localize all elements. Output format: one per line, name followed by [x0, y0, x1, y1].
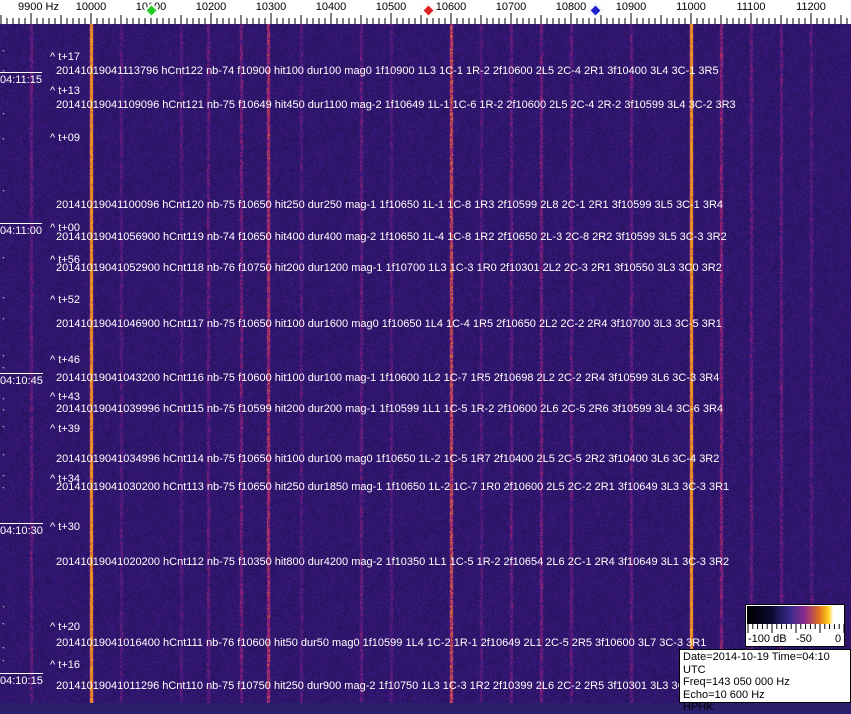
time-offset-label: ^ t+16 — [50, 659, 80, 671]
axis-tick-label: 10300 — [255, 1, 287, 13]
info-date-time: Date=2014-10-19 Time=04:10 UTC — [683, 651, 830, 676]
axis-tick-label: 10700 — [495, 1, 527, 13]
axis-tick-label: 10200 — [195, 1, 227, 13]
row-tick-mark: ` — [2, 137, 5, 147]
meteor-record: 20141019041011296 hCnt110 nb-75 f10750 h… — [56, 680, 690, 692]
row-tick-mark: ` — [2, 189, 5, 199]
row-tick-mark: ` — [2, 659, 5, 669]
meteor-record: 20141019041052900 hCnt118 nb-76 f10750 h… — [56, 262, 722, 274]
info-frequency: Freq=143 050 000 Hz — [683, 676, 790, 688]
row-tick-mark: ` — [2, 69, 5, 79]
row-tick-mark: ` — [2, 317, 5, 327]
colorbar-mid-label: -50 — [796, 633, 812, 645]
time-offset-label: ^ t+00 — [50, 222, 80, 234]
row-tick-mark: ` — [2, 622, 5, 632]
meteor-record: 20141019041043200 hCnt116 nb-75 f10600 h… — [56, 372, 720, 384]
axis-unit-label: 9900 Hz — [18, 1, 59, 13]
time-label: 04:10:30 — [0, 523, 43, 537]
row-tick-mark: ` — [2, 366, 5, 376]
time-label: 04:10:45 — [0, 373, 43, 387]
time-offset-label: ^ t+34 — [50, 473, 80, 485]
axis-tick-label: 11100 — [736, 1, 766, 13]
time-offset-label: ^ t+09 — [50, 132, 80, 144]
time-offset-label: ^ t+43 — [50, 391, 80, 403]
meteor-record: 20141019041034996 hCnt114 nb-75 f10650 h… — [56, 453, 720, 465]
meteor-record: 20141019041056900 hCnt119 nb-74 f10650 h… — [56, 231, 727, 243]
axis-tick-label: 10600 — [435, 1, 467, 13]
time-offset-label: ^ t+39 — [50, 423, 80, 435]
meteor-record: 20141019041100096 hCnt120 nb-75 f10650 h… — [56, 199, 724, 211]
spectrogram — [0, 24, 851, 703]
time-offset-label: ^ t+30 — [50, 521, 80, 533]
time-offset-label: ^ t+20 — [50, 621, 80, 633]
axis-tick-label: 10900 — [615, 1, 647, 13]
row-tick-mark: ` — [2, 453, 5, 463]
row-tick-mark: ` — [2, 425, 5, 435]
meteor-record: 20141019041016400 hCnt111 nb-76 f10600 h… — [56, 637, 707, 649]
info-echo: Echo=10 600 Hz — [683, 688, 765, 701]
axis-ticks — [0, 13, 848, 24]
row-tick-mark: ` — [2, 486, 5, 496]
meteor-record: 20141019041113796 hCnt122 nb-74 f10900 h… — [56, 65, 719, 77]
time-offset-label: ^ t+13 — [50, 85, 80, 97]
info-box: Date=2014-10-19 Time=04:10 UTC Freq=143 … — [679, 649, 851, 713]
meteor-record: 20141019041046900 hCnt117 nb-75 f10650 h… — [56, 318, 722, 330]
row-tick-mark: ` — [2, 646, 5, 656]
time-offset-label: ^ t+56 — [50, 254, 80, 266]
row-tick-mark: ` — [2, 49, 5, 59]
colorbar-ticks — [747, 624, 845, 633]
row-tick-mark: ` — [2, 112, 5, 122]
colorbar-max-label: 0 — [835, 633, 842, 645]
axis-tick-label: 11200 — [796, 1, 826, 13]
row-tick-mark: ` — [2, 408, 5, 418]
row-tick-mark: ` — [2, 296, 5, 306]
meteor-record: 20141019041020200 hCnt112 nb-75 f10350 h… — [56, 556, 730, 568]
row-tick-mark: ` — [2, 397, 5, 407]
axis-tick-label: 11000 — [676, 1, 706, 13]
row-tick-mark: ` — [2, 605, 5, 615]
meteor-record: 20141019041109096 hCnt121 nb-75 f10649 h… — [56, 99, 736, 111]
meteor-record: 20141019041030200 hCnt113 nb-75 f10650 h… — [56, 481, 730, 493]
frequency-axis: 9900 Hz 10000101001020010300104001050010… — [0, 0, 851, 24]
row-tick-mark: ` — [2, 354, 5, 364]
time-label: 04:11:15 — [0, 72, 43, 86]
axis-tick-label: 10800 — [555, 1, 587, 13]
meteor-record: 20141019041039996 hCnt115 nb-75 f10599 h… — [56, 403, 724, 415]
axis-tick-label: 10400 — [315, 1, 347, 13]
colorbar-legend: -100 dB -50 0 — [745, 604, 845, 647]
row-tick-mark: ` — [2, 256, 5, 266]
time-offset-label: ^ t+46 — [50, 354, 80, 366]
axis-tick-label: 10500 — [375, 1, 407, 13]
time-label: 04:10:15 — [0, 673, 43, 687]
colorbar-gradient — [747, 606, 843, 624]
colorbar-min-label: -100 dB — [748, 633, 787, 645]
row-tick-mark: ` — [2, 474, 5, 484]
time-label: 04:11:00 — [0, 223, 43, 237]
axis-tick-label: 10000 — [75, 1, 107, 13]
time-offset-label: ^ t+17 — [50, 51, 80, 63]
time-offset-label: ^ t+52 — [50, 294, 80, 306]
